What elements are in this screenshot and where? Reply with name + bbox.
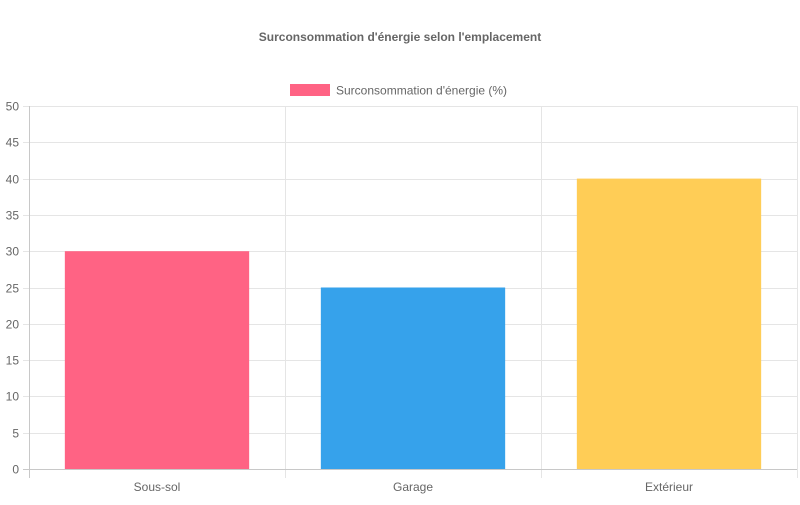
y-tick-label: 50 <box>6 100 20 114</box>
x-tick-label: Extérieur <box>645 480 693 494</box>
legend-label: Surconsommation d'énergie (%) <box>336 84 507 98</box>
x-tick-label: Sous-sol <box>134 480 181 494</box>
y-tick-label: 0 <box>12 463 19 477</box>
x-axis-ticks: Sous-sol Garage Extérieur <box>134 480 693 494</box>
y-tick-label: 25 <box>6 282 20 296</box>
bar <box>576 178 762 469</box>
x-tick-label: Garage <box>393 480 433 494</box>
legend[interactable]: Surconsommation d'énergie (%) <box>290 84 507 98</box>
y-tick-label: 5 <box>12 427 19 441</box>
chart-title: Surconsommation d'énergie selon l'emplac… <box>259 30 541 44</box>
y-axis-ticks: 0 5 10 15 20 25 30 35 40 45 50 <box>6 100 20 477</box>
y-tick-label: 45 <box>6 136 20 150</box>
y-tick-label: 15 <box>6 354 20 368</box>
bars <box>64 178 762 469</box>
bar <box>64 251 250 469</box>
legend-swatch <box>290 84 330 96</box>
y-tick-label: 10 <box>6 390 20 404</box>
y-tick-label: 30 <box>6 245 20 259</box>
y-tick-label: 35 <box>6 209 20 223</box>
y-tick-label: 20 <box>6 318 20 332</box>
bar <box>320 287 506 469</box>
y-tick-label: 40 <box>6 173 20 187</box>
